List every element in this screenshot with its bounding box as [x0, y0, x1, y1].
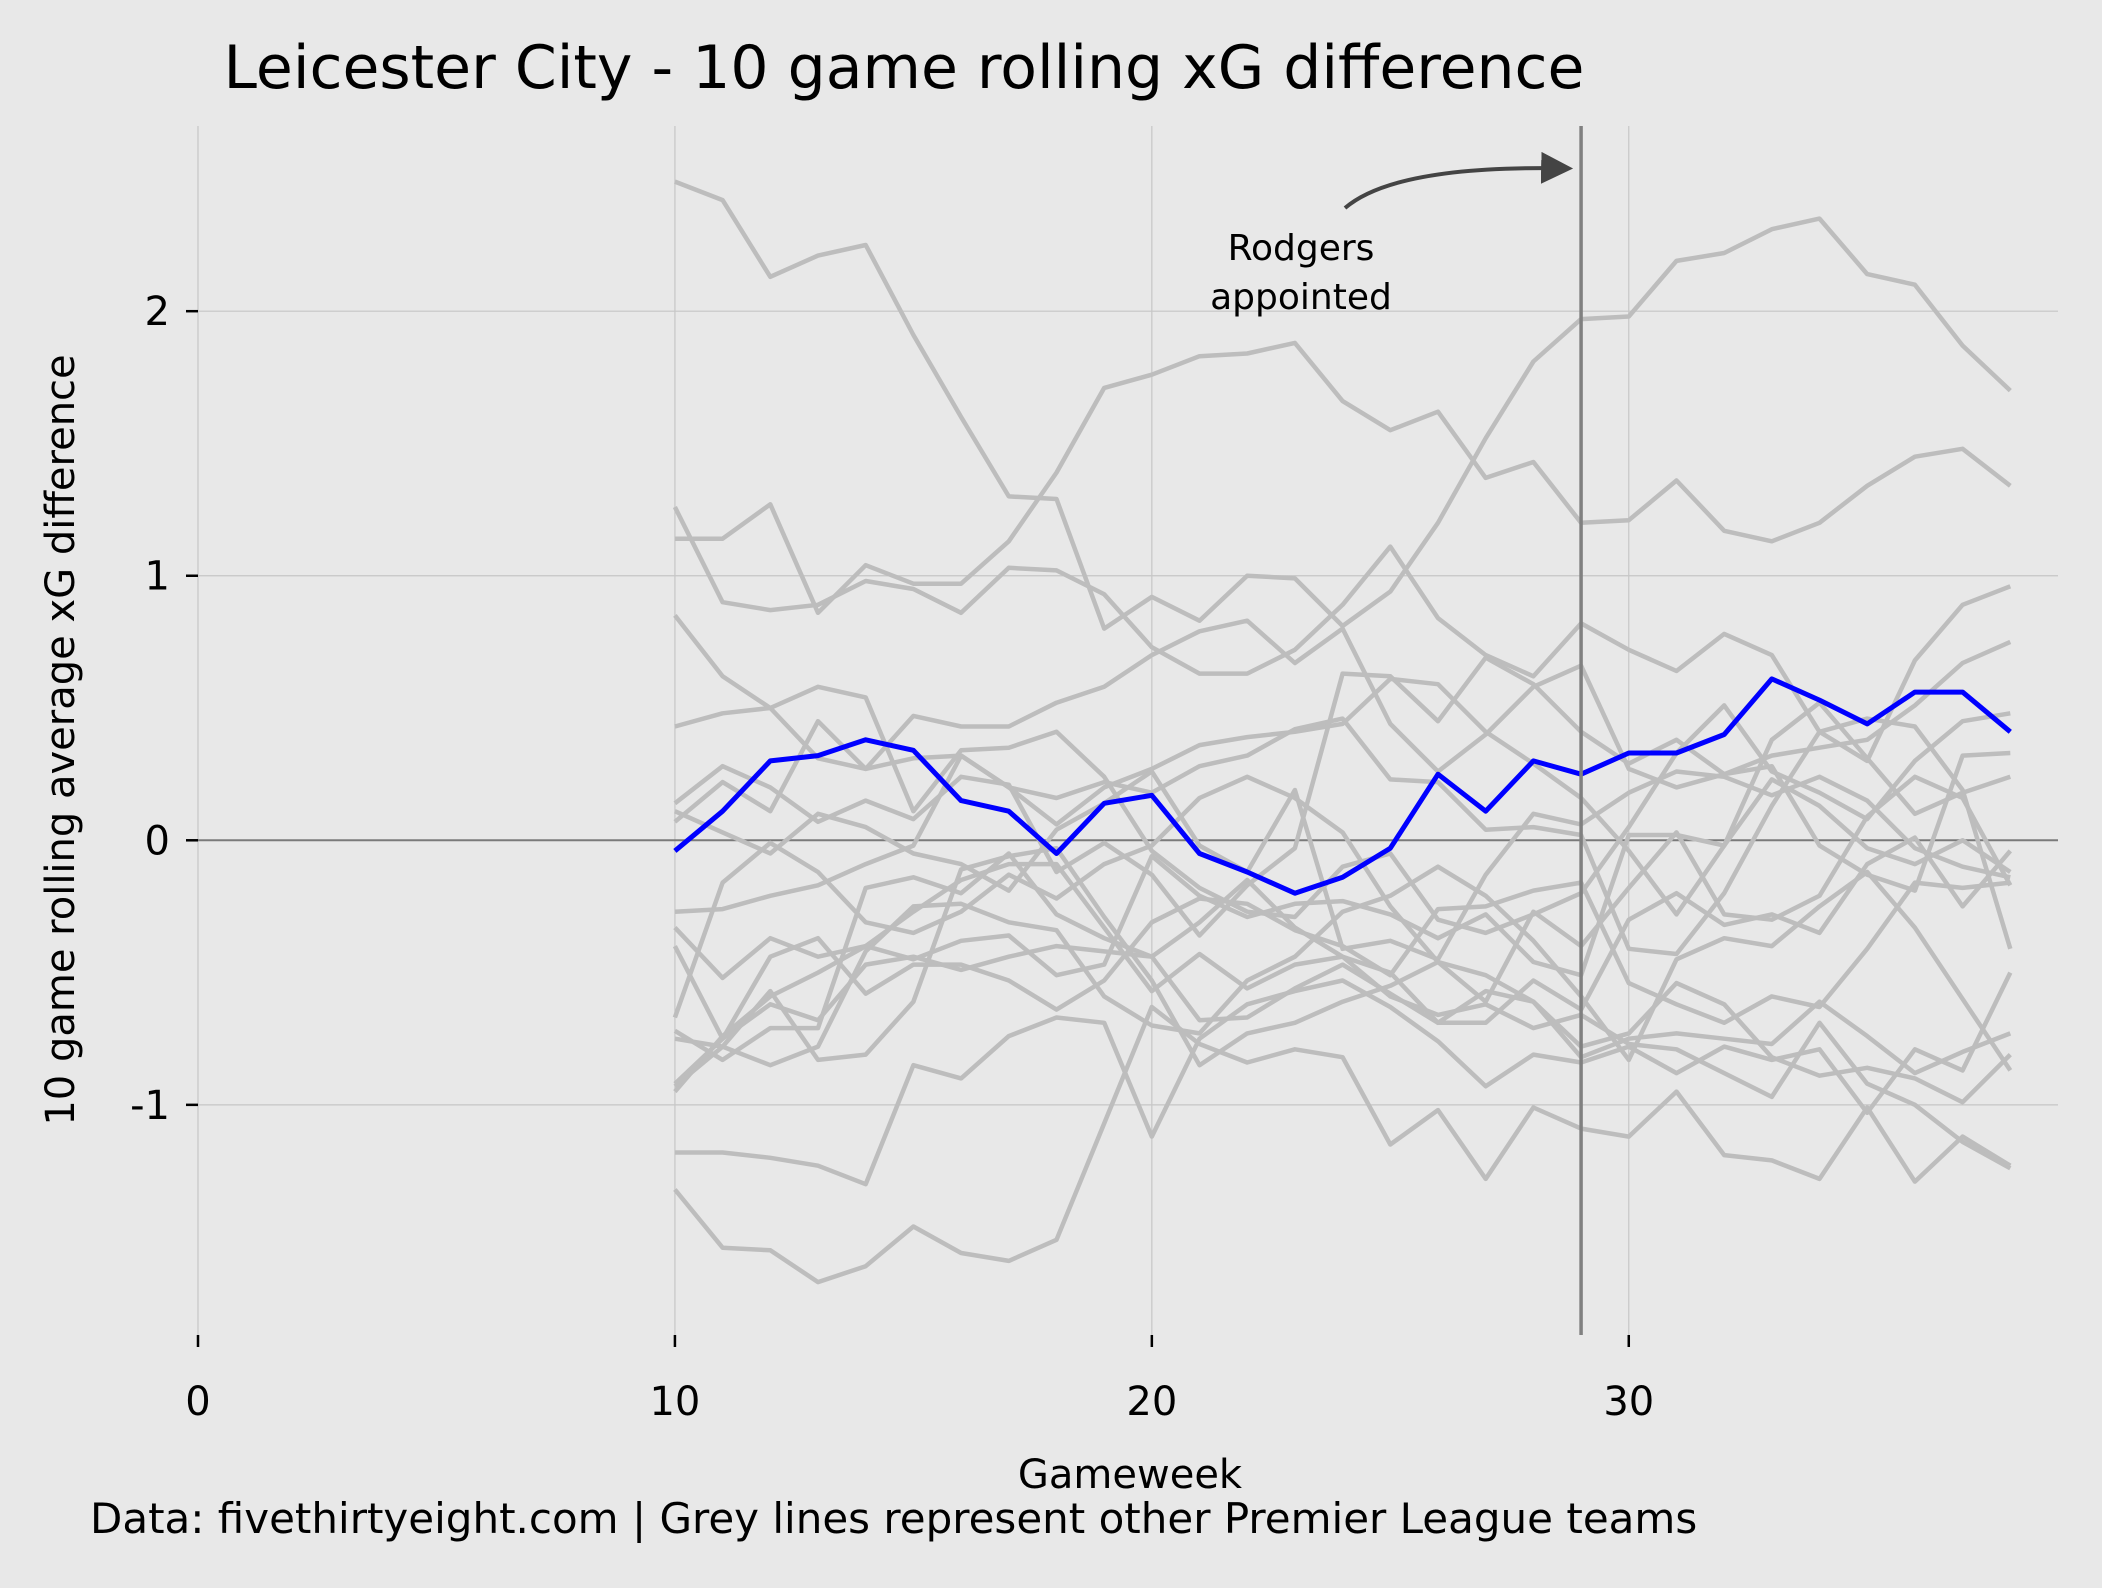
other-team-line	[673, 777, 2012, 981]
y-axis-label: 10 game rolling average xG difference	[38, 354, 84, 1125]
annotation-text-line: Rodgers	[1228, 228, 1375, 269]
other-team-line	[673, 845, 2012, 1089]
x-tick-label: 10	[649, 1379, 700, 1425]
other-team-line	[672, 505, 2012, 764]
grid-lines	[197, 126, 2058, 1335]
other-team-line	[674, 971, 2013, 1187]
footer-note: Data: fivethirtyeight.com | Grey lines r…	[90, 1494, 1697, 1543]
other-team-line	[672, 774, 2013, 1019]
x-tick-label: 0	[185, 1379, 210, 1425]
other-team-lines	[672, 179, 2013, 1285]
y-tick-label: 2	[145, 289, 170, 335]
annotation-text-line: appointed	[1210, 277, 1392, 318]
annotation-arrow	[1343, 151, 1574, 210]
other-team-line	[673, 676, 2012, 917]
x-tick-label: 20	[1126, 1379, 1177, 1425]
y-tick-label: -1	[130, 1083, 170, 1129]
chart-title: Leicester City - 10 game rolling xG diff…	[224, 33, 1585, 103]
x-ticks: 0 10 20 30	[185, 1335, 1654, 1425]
y-tick-label: 1	[145, 554, 170, 600]
highlight-line-group	[673, 676, 2012, 896]
other-team-line	[673, 1004, 2012, 1285]
annotation: Rodgers appointed	[1210, 151, 1574, 318]
other-team-line	[673, 655, 2011, 938]
other-team-line	[674, 179, 2012, 631]
other-team-line	[672, 880, 2011, 1041]
other-team-line	[674, 716, 2013, 957]
y-ticks: 2 1 0 -1	[130, 289, 198, 1129]
x-tick-label: 30	[1603, 1379, 1654, 1425]
leicester-line	[673, 676, 2012, 896]
other-team-line	[673, 614, 2012, 790]
other-team-line	[674, 340, 2012, 616]
other-team-line	[673, 861, 2012, 1171]
x-axis-label: Gameweek	[1018, 1452, 1243, 1498]
other-team-line	[673, 943, 2012, 1105]
y-tick-label: 0	[145, 818, 170, 864]
